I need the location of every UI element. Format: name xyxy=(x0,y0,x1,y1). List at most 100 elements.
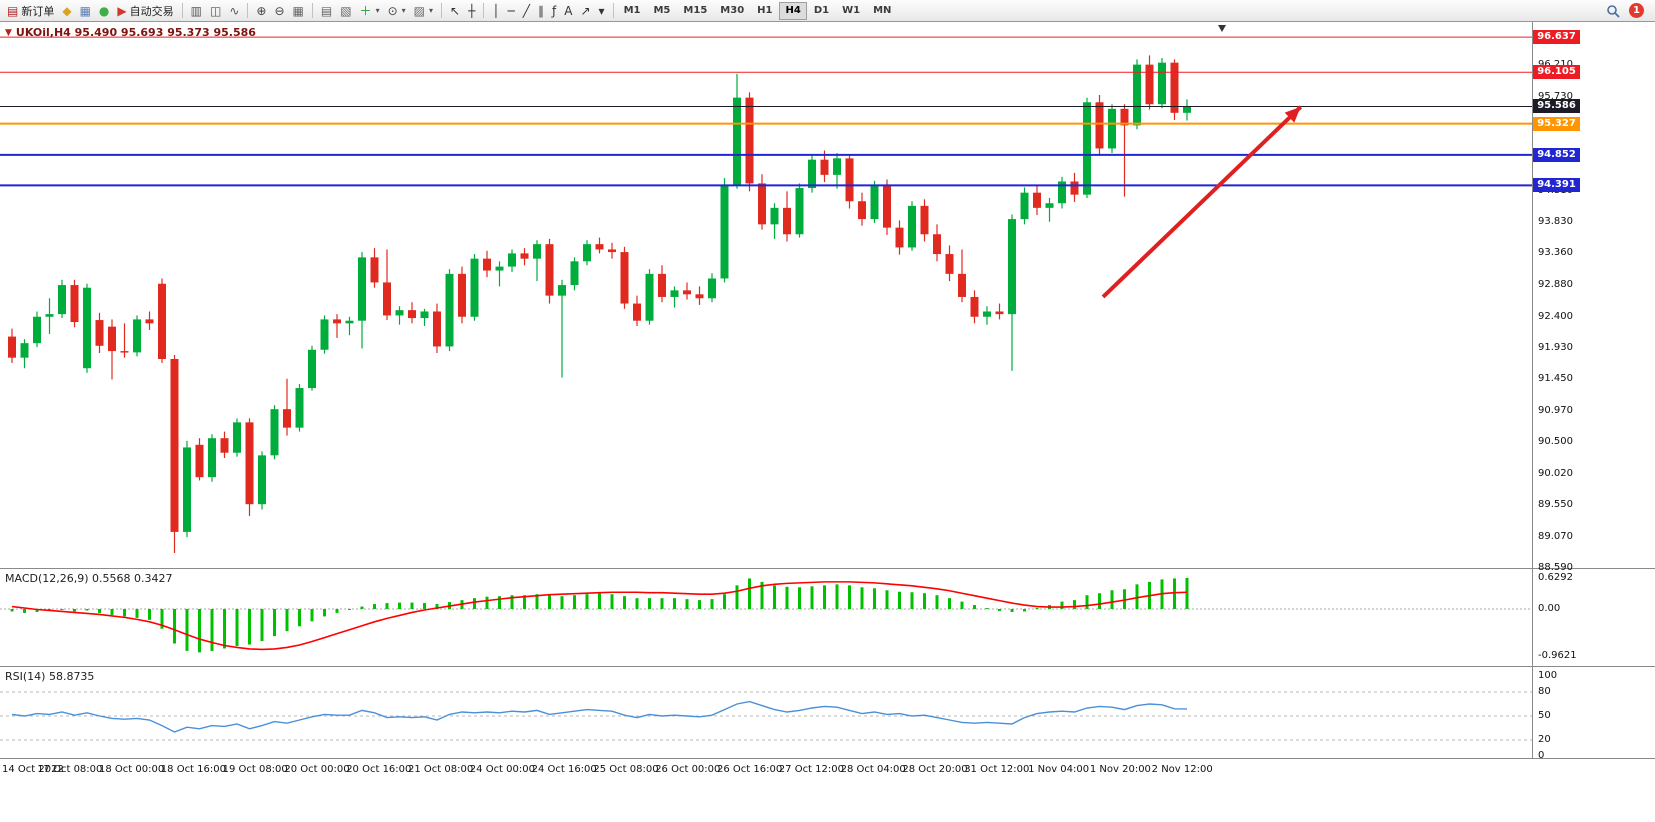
time-label: 1 Nov 20:00 xyxy=(1089,764,1151,775)
macd-tick: -0.9621 xyxy=(1538,650,1577,662)
timeframe-d1-button[interactable]: D1 xyxy=(808,2,835,20)
equidistant-channel-button[interactable]: ∥ xyxy=(534,1,548,20)
line-chart-type-icon: ∿ xyxy=(229,3,240,18)
chart-title-row: ▼ UKOil,H4 95.490 95.693 95.373 95.586 xyxy=(5,26,256,39)
new-order-label: 新订单 xyxy=(21,4,55,18)
cursor-icon: ↖ xyxy=(450,3,461,18)
time-label: 24 Oct 00:00 xyxy=(469,764,535,775)
price-tick: 88.590 xyxy=(1538,562,1573,574)
time-label: 31 Oct 12:00 xyxy=(964,764,1030,775)
indicators-icon: ＋ xyxy=(359,3,372,18)
new-order-icon: ▤ xyxy=(7,3,19,18)
macd-pane[interactable]: MACD(12,26,9) 0.5568 0.3427 xyxy=(0,568,1655,666)
latest-bar-marker xyxy=(1218,25,1226,32)
macd-chart[interactable] xyxy=(0,569,1532,666)
arrows-tool-button[interactable]: ↗ xyxy=(576,1,594,20)
rsi-pane[interactable]: RSI(14) 58.8735 xyxy=(0,666,1655,758)
time-label: 20 Oct 16:00 xyxy=(346,764,412,775)
zoom-out-button[interactable]: ⊖ xyxy=(270,1,288,20)
market-watch-button[interactable]: ◆ xyxy=(58,1,75,20)
search-icon[interactable] xyxy=(1606,4,1620,18)
objects-dropdown-button[interactable]: ▾ xyxy=(595,1,609,20)
navigator-button[interactable]: ● xyxy=(95,1,113,20)
time-label: 28 Oct 04:00 xyxy=(840,764,906,775)
chart-profiles-button[interactable]: ▦ xyxy=(76,1,95,20)
timeframe-m30-button[interactable]: M30 xyxy=(714,2,750,20)
rsi-tick: 20 xyxy=(1538,734,1551,745)
trend-arrow-head xyxy=(1284,106,1301,123)
time-label: 2 Nov 12:00 xyxy=(1151,764,1213,775)
templates-button[interactable]: ▨ ▾ xyxy=(410,1,437,20)
price-tick: 96.210 xyxy=(1538,59,1573,71)
price-level-badge-96.637: 96.637 xyxy=(1533,30,1580,45)
toolbar-separator xyxy=(311,3,313,18)
toolbar-separator xyxy=(483,3,485,18)
time-label: 25 Oct 08:00 xyxy=(593,764,659,775)
price-pane[interactable]: ▼ UKOil,H4 95.490 95.693 95.373 95.586 xyxy=(0,22,1655,568)
price-chart[interactable] xyxy=(0,22,1532,568)
time-label: 18 Oct 00:00 xyxy=(98,764,165,775)
rsi-tick: 0 xyxy=(1538,750,1545,761)
arrange-windows-button[interactable]: ▤ xyxy=(317,1,336,20)
fibonacci-icon: ƒ xyxy=(552,3,557,18)
fibonacci-button[interactable]: ƒ xyxy=(548,1,560,20)
price-tick: 89.550 xyxy=(1538,498,1573,510)
text-tool-button[interactable]: A xyxy=(560,1,576,20)
toolbar-button-groups: ▤ 新订单 ◆ ▦ ● ▶ 自动交易 ▥ ◫ ∿ ⊕ ⊖ ▦ ▤ ▧ ＋ ▾ ⊙ ▾ ▨ ▾ ↖ ┼ │ ─ ╱ ∥ ƒ A ↗ ▾ xyxy=(3,1,609,20)
timeframe-m15-button[interactable]: M15 xyxy=(677,2,713,20)
price-tick: 89.070 xyxy=(1538,530,1573,542)
one-click-trading-arrow[interactable]: ▼ xyxy=(5,27,12,38)
notification-badge[interactable]: 1 xyxy=(1629,3,1644,18)
toolbar-separator xyxy=(612,3,614,18)
indicators-button[interactable]: ＋ ▾ xyxy=(356,1,384,20)
autotrading-icon: ▶ xyxy=(117,3,127,18)
timeframe-w1-button[interactable]: W1 xyxy=(836,2,866,20)
autotrading-button[interactable]: ▶ 自动交易 xyxy=(113,1,177,20)
timeframe-h1-button[interactable]: H1 xyxy=(751,2,778,20)
price-tick: 95.730 xyxy=(1538,90,1573,102)
crosshair-button[interactable]: ┼ xyxy=(464,1,479,20)
vertical-line-button[interactable]: │ xyxy=(488,1,503,20)
zoom-in-button[interactable]: ⊕ xyxy=(252,1,270,20)
rsi-tick: 100 xyxy=(1538,670,1558,681)
timeframe-m5-button[interactable]: M5 xyxy=(647,2,676,20)
trendline-button[interactable]: ╱ xyxy=(519,1,534,20)
candlestick-chart-type-button[interactable]: ◫ xyxy=(206,1,225,20)
cursor-button[interactable]: ↖ xyxy=(446,1,464,20)
bar-chart-type-button[interactable]: ▥ xyxy=(187,1,206,20)
periods-button[interactable]: ⊙ ▾ xyxy=(384,1,410,20)
macd-histogram xyxy=(10,577,1189,653)
auto-scroll-button[interactable]: ▧ xyxy=(336,1,355,20)
timeframe-toolbar: M1 M5 M15 M30 H1 H4 D1 W1 MN xyxy=(618,1,898,20)
toolbar-right: 1 xyxy=(1606,3,1652,18)
timeframe-h4-button[interactable]: H4 xyxy=(779,1,807,20)
line-chart-type-button[interactable]: ∿ xyxy=(225,1,243,20)
time-label: 19 Oct 08:00 xyxy=(222,764,288,775)
rsi-chart[interactable] xyxy=(0,667,1532,758)
price-level-badge-95.327: 95.327 xyxy=(1533,116,1580,131)
macd-signal-line xyxy=(11,581,1188,651)
new-order-button[interactable]: ▤ 新订单 xyxy=(3,1,58,20)
toolbar-separator xyxy=(441,3,443,18)
periods-icon: ⊙ xyxy=(387,3,398,18)
price-level-badge-94.852: 94.852 xyxy=(1533,147,1580,162)
rsi-tick: 50 xyxy=(1538,710,1551,721)
price-level-badge-96.105: 96.105 xyxy=(1533,65,1580,80)
time-label: 17 Oct 08:00 xyxy=(37,764,103,775)
timeframe-m1-button[interactable]: M1 xyxy=(618,2,647,20)
bar-chart-type-icon: ▥ xyxy=(190,3,202,18)
macd-tick: 0.00 xyxy=(1538,603,1561,614)
time-axis[interactable]: 14 Oct 2022 17 Oct 08:00 18 Oct 00:00 18 Oc… xyxy=(0,758,1655,822)
crosshair-icon: ┼ xyxy=(468,3,476,18)
time-label: 18 Oct 16:00 xyxy=(160,764,226,775)
timeframe-mn-button[interactable]: MN xyxy=(867,2,897,20)
templates-dropdown-icon: ▾ xyxy=(429,6,434,15)
navigator-icon: ● xyxy=(98,3,110,18)
tile-windows-button[interactable]: ▦ xyxy=(289,1,308,20)
trend-arrow[interactable] xyxy=(1101,105,1303,299)
price-axis[interactable]: 96.21095.73095.26094.79094.31093.83093.3… xyxy=(1532,22,1655,761)
horizontal-line-button[interactable]: ─ xyxy=(504,1,519,20)
time-label: 26 Oct 16:00 xyxy=(716,764,783,775)
price-tick: 90.970 xyxy=(1538,405,1573,417)
time-label: 20 Oct 00:00 xyxy=(284,764,350,775)
